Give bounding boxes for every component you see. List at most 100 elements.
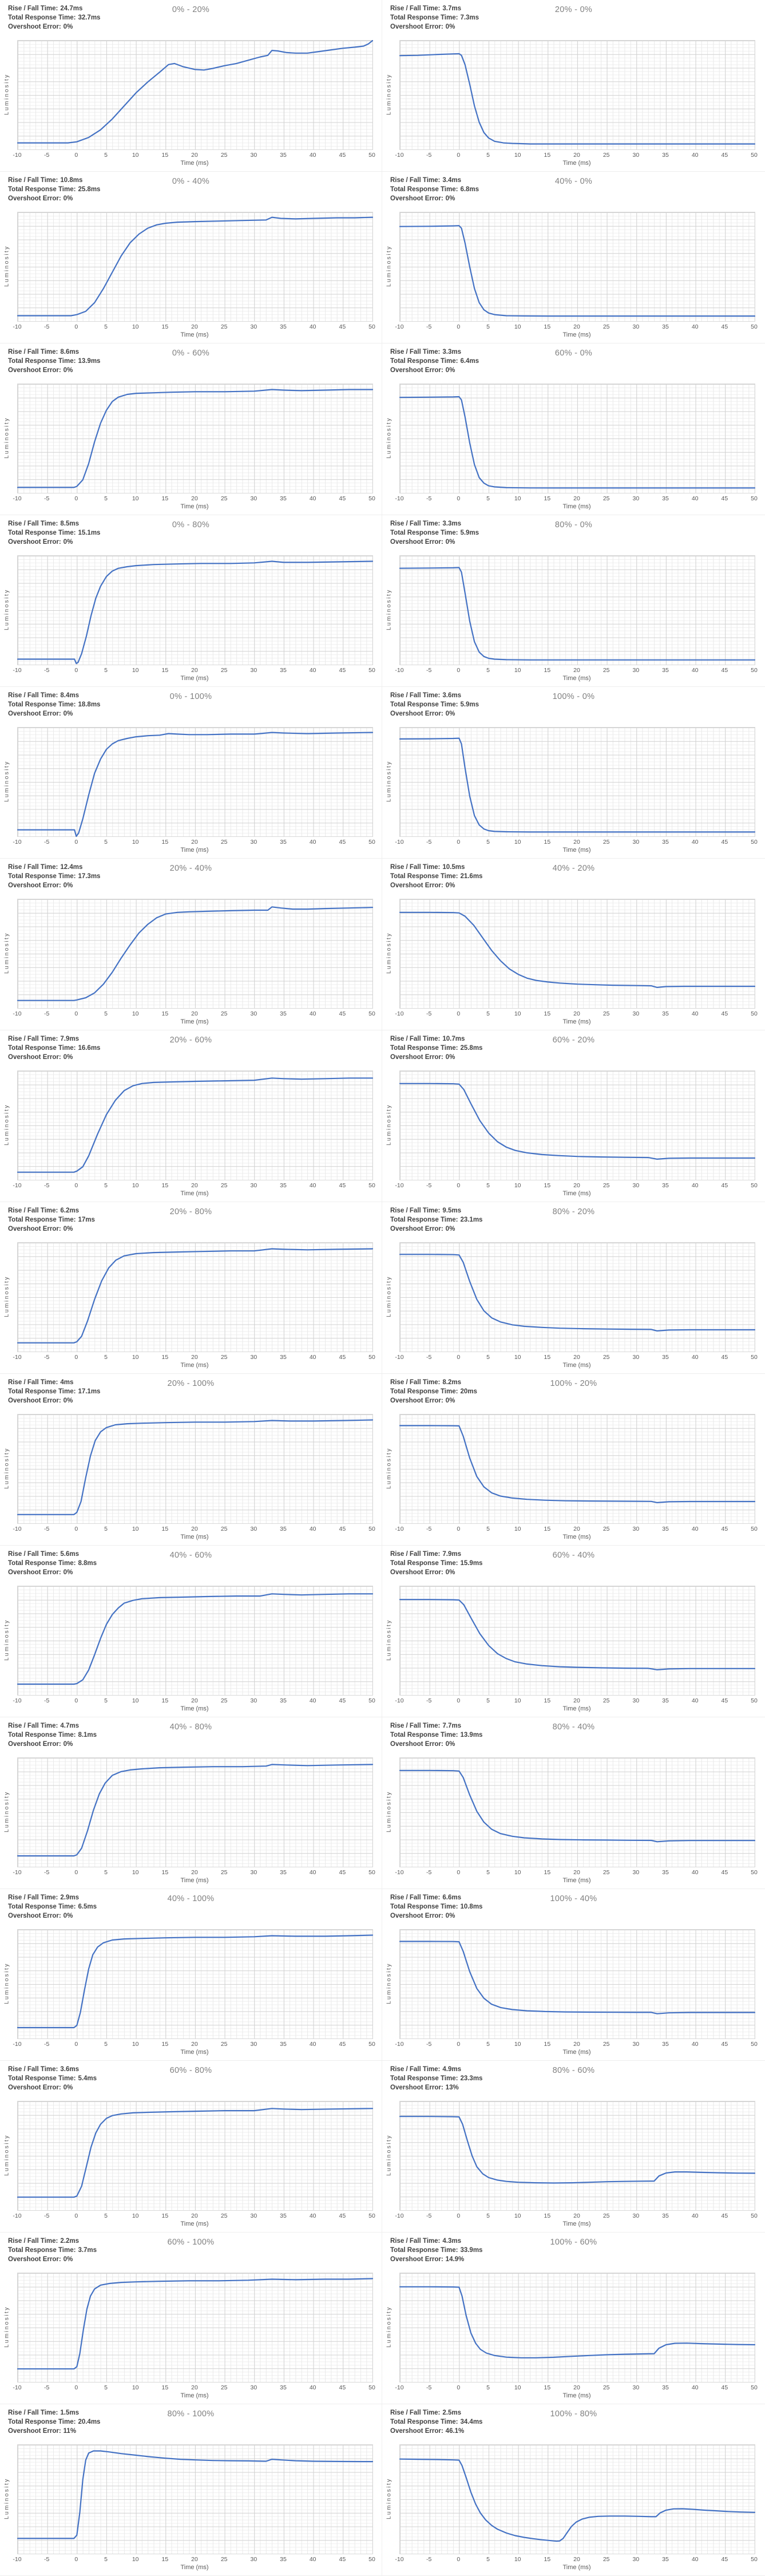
luminosity-curve <box>399 53 756 145</box>
x-tick-label: 40 <box>309 1354 316 1361</box>
x-tick-label: 20 <box>573 2384 580 2391</box>
plot-area <box>399 1070 756 1180</box>
overshoot-error-label: Overshoot Error: <box>8 882 61 889</box>
x-tick-label: 40 <box>691 1697 699 1704</box>
x-tick-label: 40 <box>691 1354 699 1361</box>
x-tick-label: 10 <box>132 2384 139 2391</box>
transition-chart-cell: Rise / Fall Time: 3.4ms Total Response Ti… <box>382 172 765 343</box>
x-tick-label: -10 <box>13 2556 22 2563</box>
x-tick-label: 35 <box>662 667 669 674</box>
rise-fall-time-line: Rise / Fall Time: 3.6ms <box>390 691 479 700</box>
rise-fall-time-line: Rise / Fall Time: 4.7ms <box>8 1721 97 1730</box>
x-tick-label: 35 <box>280 2212 287 2219</box>
x-axis-ticks: -10 -5 0 5 10 15 20 25 30 35 40 45 50 <box>395 495 757 503</box>
x-tick-label: -5 <box>426 1697 432 1704</box>
x-axis-label: Time (ms) <box>180 2221 209 2227</box>
x-tick-label: -5 <box>43 1869 50 1876</box>
x-tick-label: 35 <box>280 323 287 330</box>
x-tick-label: 25 <box>603 1182 610 1189</box>
x-tick-label: 20 <box>191 323 198 330</box>
x-axis-label: Time (ms) <box>562 1190 591 1197</box>
overshoot-error-value: 0% <box>445 1741 455 1748</box>
x-tick-label: 0 <box>74 2556 78 2563</box>
overshoot-error-label: Overshoot Error: <box>390 1569 443 1576</box>
overshoot-error-value: 0% <box>63 539 73 546</box>
x-tick-label: 50 <box>368 152 375 159</box>
x-tick-label: 25 <box>220 495 228 502</box>
x-tick-label: -5 <box>43 667 50 674</box>
overshoot-error-value: 0% <box>445 1569 455 1576</box>
rise-fall-time-label: Rise / Fall Time: <box>390 5 441 12</box>
overshoot-error-line: Overshoot Error: 0% <box>390 22 479 31</box>
x-tick-label: 40 <box>691 667 699 674</box>
overshoot-error-line: Overshoot Error: 13% <box>390 2083 482 2092</box>
rise-fall-time-label: Rise / Fall Time: <box>390 1551 441 1558</box>
x-tick-label: 45 <box>721 2384 728 2391</box>
total-response-time-label: Total Response Time: <box>390 1560 458 1567</box>
luminosity-curve <box>17 2278 374 2370</box>
x-tick-label: 50 <box>368 839 375 846</box>
y-axis-label: Luminosity <box>386 588 393 631</box>
rise-fall-time-line: Rise / Fall Time: 7.7ms <box>390 1721 482 1730</box>
plot-area <box>17 2444 374 2554</box>
total-response-time-line: Total Response Time: 17.1ms <box>8 1387 100 1396</box>
curve-path <box>399 911 756 988</box>
x-tick-label: 30 <box>250 1182 257 1189</box>
overshoot-error-label: Overshoot Error: <box>8 710 61 717</box>
x-tick-label: -5 <box>43 323 50 330</box>
overshoot-error-value: 0% <box>63 1397 73 1404</box>
overshoot-error-label: Overshoot Error: <box>390 2428 443 2435</box>
overshoot-error-label: Overshoot Error: <box>8 23 61 30</box>
curve-path <box>17 2278 374 2370</box>
x-tick-label: 0 <box>457 2212 461 2219</box>
x-axis-label: Time (ms) <box>180 1190 209 1197</box>
curve-path <box>17 1077 374 1173</box>
x-tick-label: 25 <box>220 1697 228 1704</box>
curve-path <box>17 1934 374 2029</box>
plot-area <box>399 1242 756 1352</box>
x-tick-label: 10 <box>514 1869 521 1876</box>
x-tick-label: 25 <box>603 2041 610 2048</box>
chart-title: 0% - 60% <box>172 349 210 358</box>
rise-fall-time-label: Rise / Fall Time: <box>390 2238 441 2245</box>
overshoot-error-value: 0% <box>445 539 455 546</box>
chart-title: 0% - 20% <box>172 5 210 14</box>
x-tick-label: 35 <box>280 1182 287 1189</box>
transition-chart-cell: Rise / Fall Time: 6.2ms Total Response Ti… <box>0 1202 382 1374</box>
chart-stats: Rise / Fall Time: 4.3ms Total Response Ti… <box>390 2237 482 2264</box>
x-tick-label: 30 <box>250 2556 257 2563</box>
overshoot-error-line: Overshoot Error: 0% <box>8 1396 100 1405</box>
x-tick-label: 15 <box>161 2556 169 2563</box>
overshoot-error-label: Overshoot Error: <box>8 2428 61 2435</box>
transition-chart-cell: Rise / Fall Time: 7.7ms Total Response Ti… <box>382 1717 765 1889</box>
overshoot-error-line: Overshoot Error: 0% <box>8 2255 97 2264</box>
x-tick-label: 50 <box>368 2556 375 2563</box>
x-tick-label: -10 <box>395 2212 404 2219</box>
chart-title: 20% - 40% <box>169 864 212 873</box>
x-axis-ticks: -10 -5 0 5 10 15 20 25 30 35 40 45 50 <box>395 1869 757 1876</box>
total-response-time-value: 8.8ms <box>78 1560 97 1567</box>
x-tick-label: 20 <box>191 152 198 159</box>
x-tick-label: -10 <box>13 1354 22 1361</box>
overshoot-error-value: 0% <box>63 367 73 374</box>
x-tick-label: 50 <box>751 1010 758 1017</box>
total-response-time-label: Total Response Time: <box>390 701 458 708</box>
x-tick-label: 0 <box>457 2041 461 2048</box>
x-axis-ticks: -10 -5 0 5 10 15 20 25 30 35 40 45 50 <box>395 323 757 331</box>
x-tick-label: 50 <box>751 323 758 330</box>
y-axis-label: Luminosity <box>3 245 10 287</box>
overshoot-error-label: Overshoot Error: <box>390 1397 443 1404</box>
overshoot-error-label: Overshoot Error: <box>8 1054 61 1061</box>
x-tick-label: 5 <box>486 1697 490 1704</box>
x-tick-label: 40 <box>309 323 316 330</box>
x-tick-label: 40 <box>691 1182 699 1189</box>
x-tick-label: 25 <box>220 2556 228 2563</box>
x-tick-label: 10 <box>132 2041 139 2048</box>
chart-stats: Rise / Fall Time: 6.6ms Total Response Ti… <box>390 1893 482 1921</box>
overshoot-error-label: Overshoot Error: <box>8 1569 61 1576</box>
x-tick-label: 30 <box>632 1354 640 1361</box>
x-tick-label: 10 <box>514 495 521 502</box>
x-tick-label: 30 <box>250 2384 257 2391</box>
chart-title: 100% - 60% <box>550 2238 597 2247</box>
x-tick-label: 0 <box>457 495 461 502</box>
